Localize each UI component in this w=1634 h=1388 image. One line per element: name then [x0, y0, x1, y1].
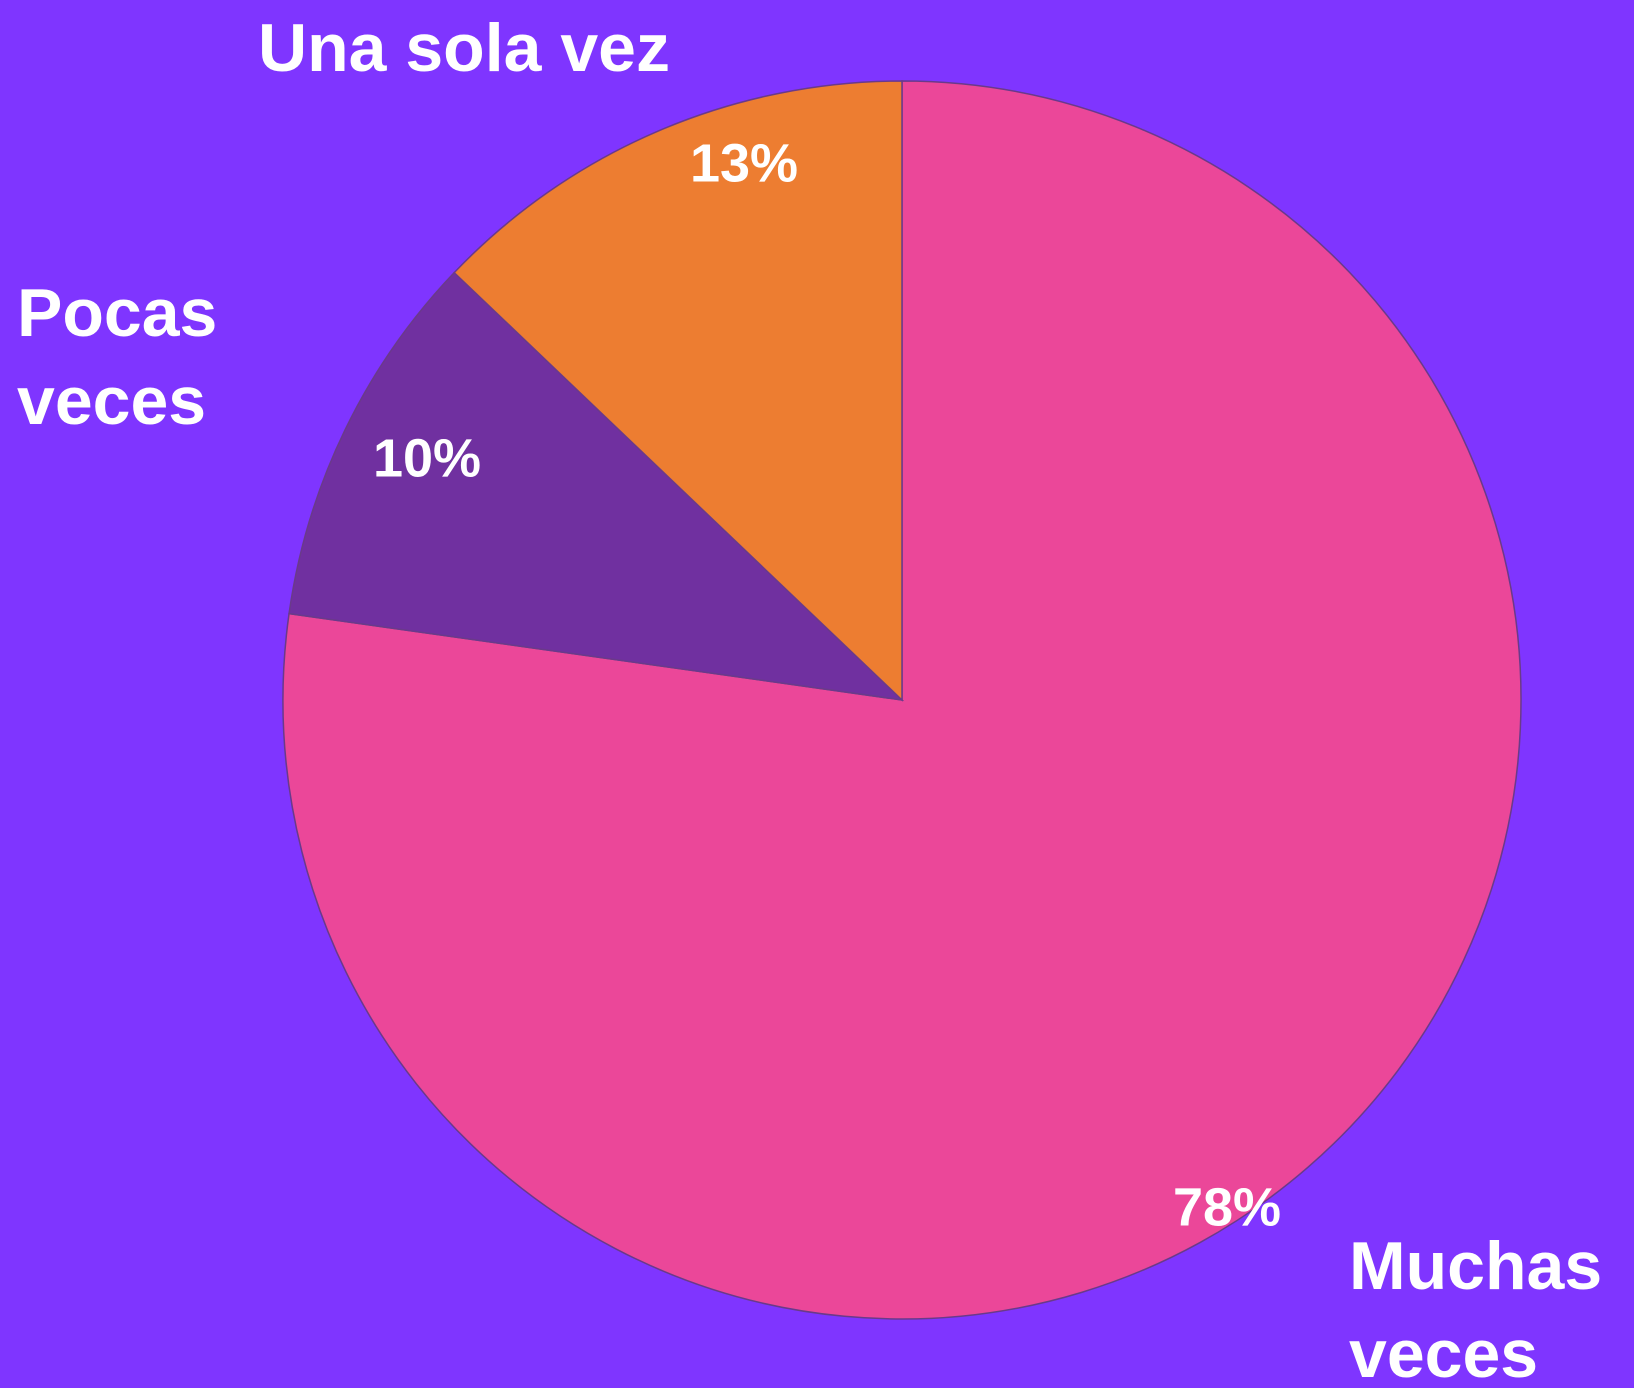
value-label: 13% — [690, 133, 798, 193]
pie-slice — [453, 80, 903, 702]
pie-slice — [288, 271, 905, 702]
category-label: Pocas veces — [17, 275, 218, 439]
category-label: Muchas veces — [1349, 1228, 1603, 1388]
value-label: 10% — [373, 428, 481, 488]
category-label: Una sola vez — [258, 10, 670, 86]
value-label: 78% — [1173, 1177, 1281, 1237]
